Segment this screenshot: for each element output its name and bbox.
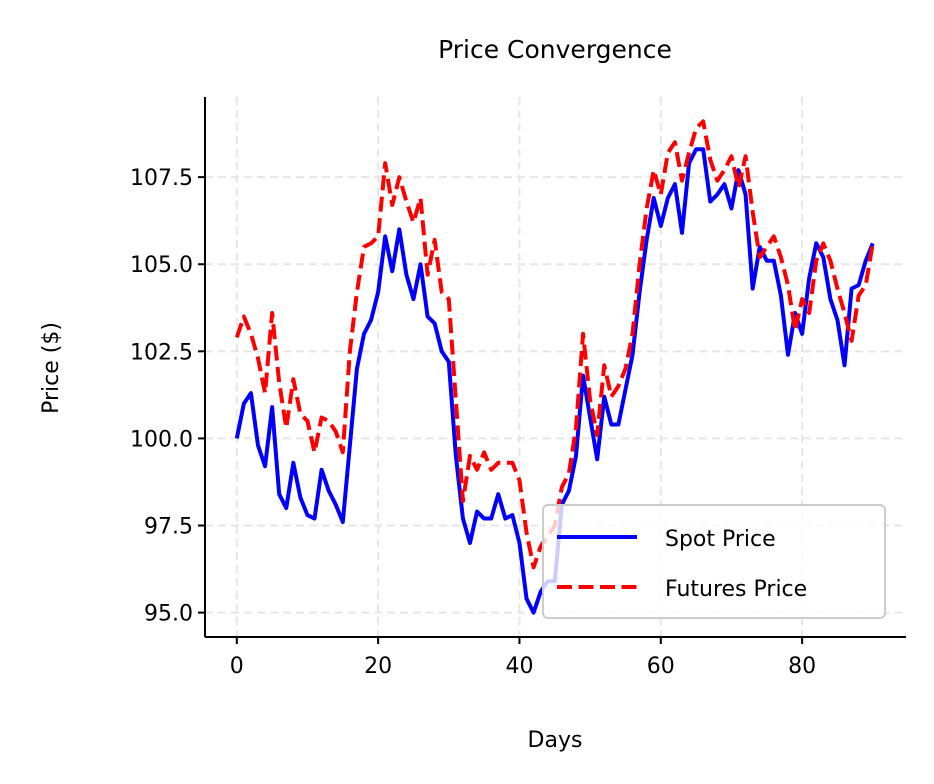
chart-title: Price Convergence bbox=[438, 35, 672, 64]
legend-label-futures: Futures Price bbox=[665, 577, 807, 602]
x-tick-label: 20 bbox=[364, 654, 392, 679]
x-tick-label: 80 bbox=[788, 654, 816, 679]
legend-label-spot: Spot Price bbox=[665, 527, 776, 552]
legend-box bbox=[542, 504, 886, 619]
y-axis-label: Price ($) bbox=[39, 322, 64, 414]
x-axis-label: Days bbox=[528, 728, 583, 753]
legend: Spot Price Futures Price bbox=[542, 504, 886, 619]
x-tick-label: 40 bbox=[505, 654, 533, 679]
x-tick-label: 0 bbox=[230, 654, 244, 679]
ticks: 0 20 40 60 80 95.0 97.5 100.0 102.5 105.0 107.5 bbox=[130, 166, 816, 679]
y-tick-label: 105.0 bbox=[130, 253, 193, 278]
y-tick-label: 97.5 bbox=[144, 515, 193, 540]
y-tick-label: 100.0 bbox=[130, 427, 193, 452]
y-tick-label: 102.5 bbox=[130, 340, 193, 365]
y-tick-label: 107.5 bbox=[130, 166, 193, 191]
y-tick-label: 95.0 bbox=[144, 602, 193, 627]
x-tick-label: 60 bbox=[647, 654, 675, 679]
